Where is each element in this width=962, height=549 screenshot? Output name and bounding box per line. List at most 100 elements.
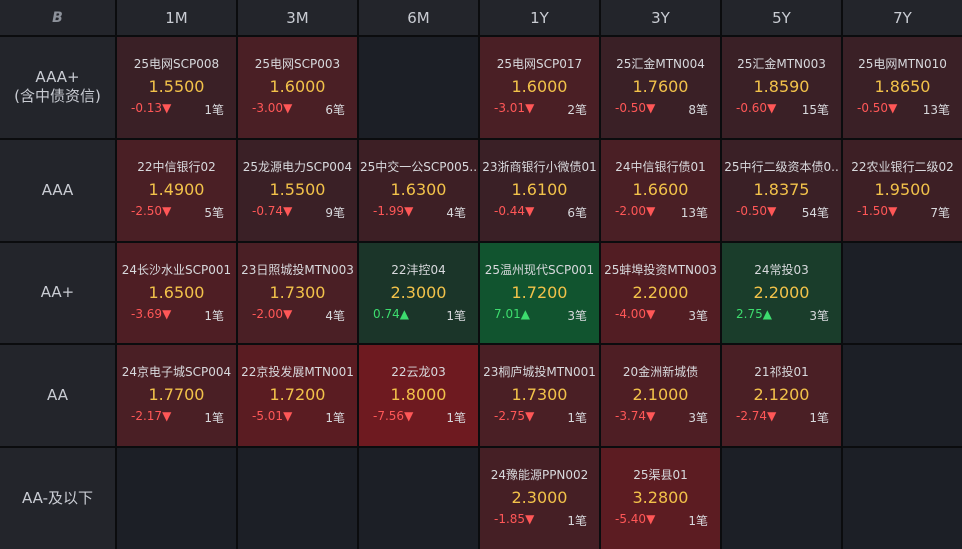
bond-cell[interactable]: 24中信银行债01 1.6600 -2.00▼ 13笔	[601, 139, 720, 241]
empty-cell	[843, 448, 962, 549]
tenor-header-1y[interactable]: 1Y	[480, 0, 599, 35]
bond-cell[interactable]: 24常投03 2.2000 2.75▲ 3笔	[722, 242, 841, 344]
triangle-down-icon: ▼	[767, 203, 777, 218]
bond-name: 25电网SCP017	[496, 57, 583, 71]
yield-change: -7.56▼	[373, 409, 413, 423]
triangle-down-icon: ▼	[888, 101, 898, 115]
yield-change: 0.74▲	[373, 307, 409, 321]
triangle-down-icon: ▼	[162, 101, 172, 115]
yield-rate: 1.7300	[269, 282, 326, 302]
bond-name: 25渠县01	[633, 468, 688, 483]
yield-change: -0.60▼	[736, 101, 776, 115]
change-value: 7.01	[494, 306, 521, 321]
bond-cell[interactable]: 25汇金MTN003 1.8590 -0.60▼ 15笔	[722, 37, 841, 138]
trade-count: 4笔	[446, 205, 466, 220]
change-value: -2.17	[131, 409, 163, 424]
trade-count: 3笔	[809, 308, 829, 323]
logo-icon: B	[0, 0, 115, 35]
change-value: -1.99	[373, 203, 405, 218]
bond-name: 21祁投01	[754, 365, 809, 380]
yield-rate: 1.6500	[148, 282, 205, 302]
bond-cell[interactable]: 25温州现代SCP001 1.7200 7.01▲ 3笔	[480, 242, 599, 344]
tenor-header-3m[interactable]: 3M	[238, 0, 357, 35]
yield-change: -1.50▼	[857, 204, 897, 218]
triangle-down-icon: ▼	[283, 306, 293, 321]
bond-cell[interactable]: 22沣控04 2.3000 0.74▲ 1笔	[359, 242, 478, 344]
bond-cell[interactable]: 22中信银行02 1.4900 -2.50▼ 5笔	[117, 139, 236, 241]
yield-change: -1.85▼	[494, 512, 534, 526]
trade-count: 3笔	[688, 411, 708, 426]
bond-cell[interactable]: 21祁投01 2.1200 -2.74▼ 1笔	[722, 345, 841, 447]
yield-rate: 1.8650	[874, 77, 931, 96]
bond-name: 24京电子城SCP004	[121, 365, 232, 380]
yield-rate: 1.8590	[753, 77, 810, 96]
tenor-header-6m[interactable]: 6M	[359, 0, 478, 35]
bond-cell[interactable]: 20金洲新城债 2.1000 -3.74▼ 3笔	[601, 345, 720, 447]
tenor-header-1m[interactable]: 1M	[117, 0, 236, 35]
empty-cell	[843, 345, 962, 447]
change-value: -0.60	[736, 101, 768, 115]
bond-name: 25蚌埠投资MTN003	[604, 262, 717, 277]
bond-cell[interactable]: 25龙源电力SCP004 1.5500 -0.74▼ 9笔	[238, 139, 357, 241]
change-value: -1.85	[494, 512, 526, 527]
yield-change: -3.74▼	[615, 409, 655, 423]
bond-cell[interactable]: 25蚌埠投资MTN003 2.2000 -4.00▼ 3笔	[601, 242, 720, 344]
yield-change: -3.69▼	[131, 307, 171, 321]
bond-name: 24豫能源PPN002	[490, 468, 589, 483]
triangle-down-icon: ▼	[888, 203, 898, 218]
bond-cell[interactable]: 23浙商银行小微债01 1.6100 -0.44▼ 6笔	[480, 139, 599, 241]
yield-rate: 1.4900	[148, 179, 205, 199]
change-value: -5.40	[615, 512, 647, 527]
bond-cell[interactable]: 25电网MTN010 1.8650 -0.50▼ 13笔	[843, 37, 962, 138]
bond-cell[interactable]: 25中交一公SCP005.. 1.6300 -1.99▼ 4笔	[359, 139, 478, 241]
bond-cell[interactable]: 24京电子城SCP004 1.7700 -2.17▼ 1笔	[117, 345, 236, 447]
bond-cell[interactable]: 25渠县01 3.2800 -5.40▼ 1笔	[601, 448, 720, 549]
yield-rate: 2.1000	[632, 385, 689, 405]
trade-count: 9笔	[325, 205, 345, 220]
triangle-down-icon: ▼	[767, 101, 777, 115]
bond-cell[interactable]: 25电网SCP008 1.5500 -0.13▼ 1笔	[117, 37, 236, 138]
bond-cell[interactable]: 23日照城投MTN003 1.7300 -2.00▼ 4笔	[238, 242, 357, 344]
yield-change: -0.44▼	[494, 204, 534, 218]
triangle-down-icon: ▼	[162, 203, 172, 218]
bond-cell[interactable]: 25电网SCP017 1.6000 -3.01▼ 2笔	[480, 37, 599, 138]
yield-change: -1.99▼	[373, 204, 413, 218]
bond-cell[interactable]: 22农业银行二级02 1.9500 -1.50▼ 7笔	[843, 139, 962, 241]
trade-count: 1笔	[204, 411, 224, 426]
triangle-down-icon: ▼	[646, 306, 656, 321]
empty-cell	[722, 448, 841, 549]
change-value: -0.50	[857, 101, 889, 115]
trade-count: 13笔	[922, 103, 950, 117]
tenor-header-7y[interactable]: 7Y	[843, 0, 962, 35]
change-value: -2.50	[131, 203, 163, 218]
change-value: -3.74	[615, 409, 647, 424]
yield-change: 2.75▲	[736, 307, 772, 321]
tenor-header-3y[interactable]: 3Y	[601, 0, 720, 35]
trade-count: 15笔	[801, 103, 829, 117]
bond-cell[interactable]: 25汇金MTN004 1.7600 -0.50▼ 8笔	[601, 37, 720, 138]
tenor-header-5y[interactable]: 5Y	[722, 0, 841, 35]
bond-cell[interactable]: 25电网SCP003 1.6000 -3.00▼ 6笔	[238, 37, 357, 138]
bond-cell[interactable]: 25中行二级资本债0.. 1.8375 -0.50▼ 54笔	[722, 139, 841, 241]
yield-rate: 1.7200	[269, 385, 326, 405]
trade-count: 13笔	[680, 205, 708, 220]
bond-cell[interactable]: 24长沙水业SCP001 1.6500 -3.69▼ 1笔	[117, 242, 236, 344]
triangle-down-icon: ▼	[283, 203, 293, 218]
empty-cell	[843, 242, 962, 344]
yield-change: -0.50▼	[615, 101, 655, 115]
trade-count: 1笔	[204, 103, 224, 117]
yield-rate: 1.7600	[632, 77, 689, 96]
bond-cell[interactable]: 24豫能源PPN002 2.3000 -1.85▼ 1笔	[480, 448, 599, 549]
yield-rate: 1.6600	[632, 179, 689, 199]
trade-count: 6笔	[567, 205, 587, 220]
triangle-down-icon: ▼	[404, 203, 414, 218]
bond-cell[interactable]: 22京投发展MTN001 1.7200 -5.01▼ 1笔	[238, 345, 357, 447]
change-value: -1.50	[857, 203, 889, 218]
yield-change: -0.50▼	[736, 204, 776, 218]
trade-count: 1笔	[809, 411, 829, 426]
bond-cell[interactable]: 22云龙03 1.8000 -7.56▼ 1笔	[359, 345, 478, 447]
yield-rate: 2.2000	[632, 282, 689, 302]
bond-cell[interactable]: 23桐庐城投MTN001 1.7300 -2.75▼ 1笔	[480, 345, 599, 447]
bond-name: 20金洲新城债	[622, 365, 699, 380]
triangle-down-icon: ▼	[525, 409, 535, 424]
